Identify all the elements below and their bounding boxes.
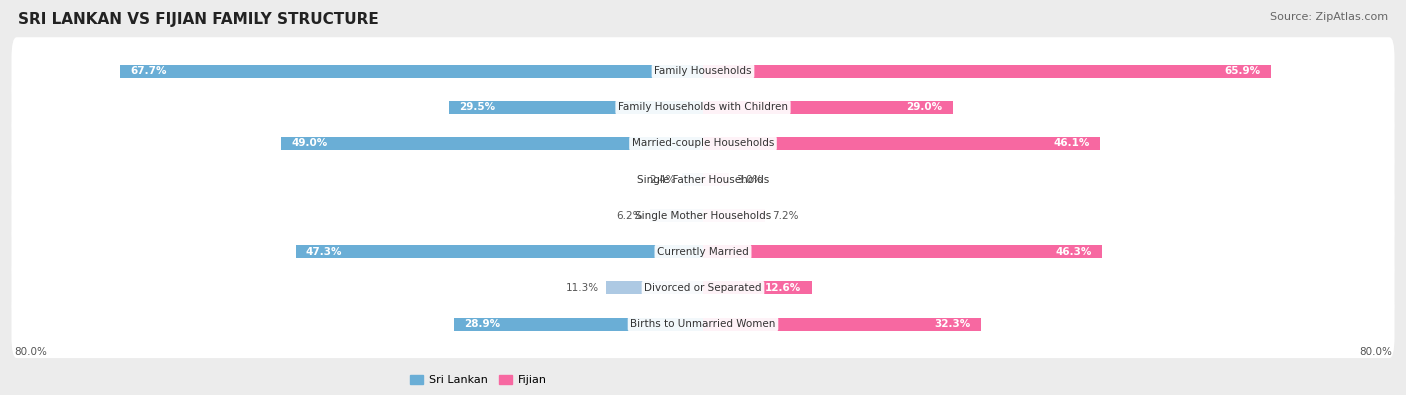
FancyBboxPatch shape: [11, 37, 1395, 105]
Bar: [703, 137, 1099, 150]
FancyBboxPatch shape: [11, 290, 1395, 358]
Legend: Sri Lankan, Fijian: Sri Lankan, Fijian: [405, 370, 551, 389]
Text: 49.0%: 49.0%: [291, 139, 328, 149]
Text: 80.0%: 80.0%: [14, 347, 46, 357]
Bar: [449, 101, 703, 114]
Text: 46.3%: 46.3%: [1054, 247, 1091, 257]
FancyBboxPatch shape: [11, 254, 1395, 322]
Text: 28.9%: 28.9%: [464, 319, 501, 329]
FancyBboxPatch shape: [11, 109, 1395, 177]
Text: Married-couple Households: Married-couple Households: [631, 139, 775, 149]
Bar: [703, 65, 1271, 78]
Text: 3.0%: 3.0%: [735, 175, 762, 184]
Text: 12.6%: 12.6%: [765, 283, 801, 293]
Bar: [281, 137, 703, 150]
FancyBboxPatch shape: [11, 182, 1395, 250]
FancyBboxPatch shape: [11, 73, 1395, 141]
Text: 65.9%: 65.9%: [1225, 66, 1260, 76]
Bar: [454, 318, 703, 331]
Text: Single Father Households: Single Father Households: [637, 175, 769, 184]
Text: 80.0%: 80.0%: [1360, 347, 1392, 357]
Bar: [703, 101, 953, 114]
FancyBboxPatch shape: [11, 146, 1395, 214]
Bar: [703, 245, 1102, 258]
Text: 32.3%: 32.3%: [935, 319, 970, 329]
Bar: [703, 173, 728, 186]
Text: Source: ZipAtlas.com: Source: ZipAtlas.com: [1270, 12, 1388, 22]
Text: Births to Unmarried Women: Births to Unmarried Women: [630, 319, 776, 329]
Text: 67.7%: 67.7%: [131, 66, 167, 76]
Bar: [650, 209, 703, 222]
Text: 2.4%: 2.4%: [650, 175, 675, 184]
Bar: [703, 318, 981, 331]
Text: Currently Married: Currently Married: [657, 247, 749, 257]
Bar: [606, 282, 703, 295]
Text: 46.1%: 46.1%: [1053, 139, 1090, 149]
Bar: [703, 282, 811, 295]
Text: Family Households: Family Households: [654, 66, 752, 76]
Bar: [295, 245, 703, 258]
Bar: [120, 65, 703, 78]
Text: 29.5%: 29.5%: [460, 102, 495, 112]
Bar: [682, 173, 703, 186]
Text: Family Households with Children: Family Households with Children: [619, 102, 787, 112]
FancyBboxPatch shape: [11, 218, 1395, 286]
Text: 6.2%: 6.2%: [616, 211, 643, 221]
Text: 29.0%: 29.0%: [907, 102, 942, 112]
Text: 11.3%: 11.3%: [565, 283, 599, 293]
Text: 7.2%: 7.2%: [772, 211, 799, 221]
Bar: [703, 209, 765, 222]
Text: Single Mother Households: Single Mother Households: [636, 211, 770, 221]
Text: Divorced or Separated: Divorced or Separated: [644, 283, 762, 293]
Text: SRI LANKAN VS FIJIAN FAMILY STRUCTURE: SRI LANKAN VS FIJIAN FAMILY STRUCTURE: [18, 12, 380, 27]
Text: 47.3%: 47.3%: [307, 247, 343, 257]
